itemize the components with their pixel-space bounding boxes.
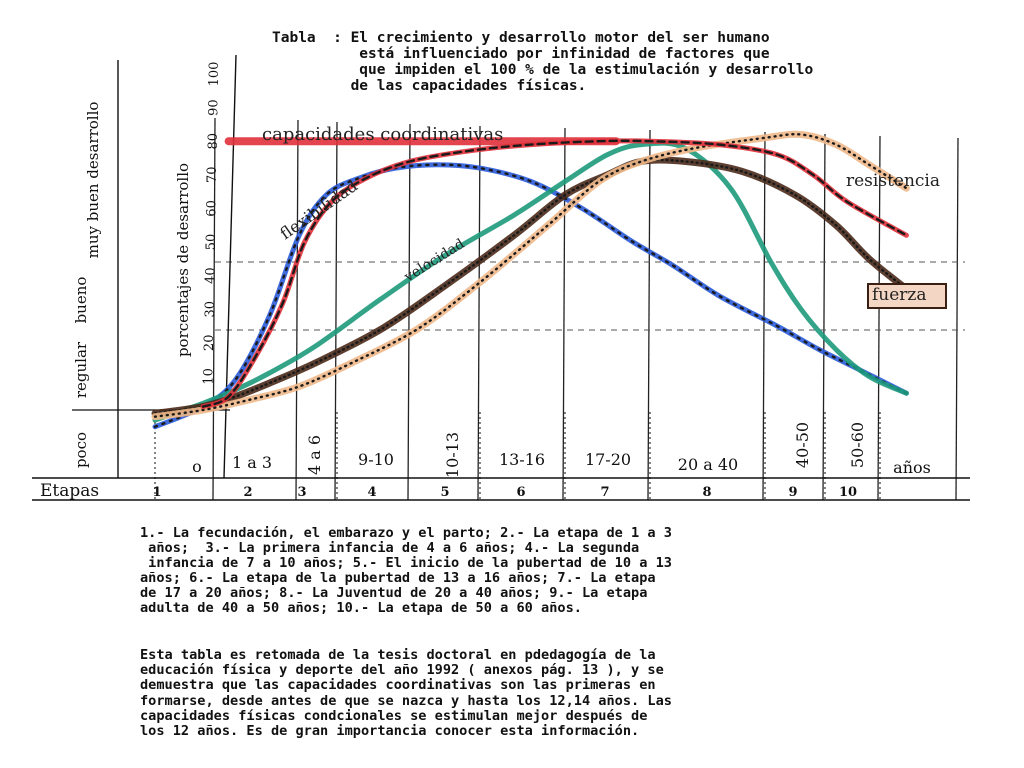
stages-legend-line: de 17 a 20 años; 8.- La Juventud de 20 a… bbox=[140, 585, 648, 601]
table-caption-line-1: El crecimiento y desarrollo motor del se… bbox=[350, 30, 770, 46]
chart-axes bbox=[32, 54, 970, 501]
qualitative-label: muy buen desarrollo bbox=[84, 102, 102, 259]
stage-number: 4 bbox=[367, 485, 376, 500]
age-label: 9-10 bbox=[358, 450, 394, 469]
series-overlay bbox=[153, 133, 908, 418]
chart-grid bbox=[154, 117, 965, 501]
stages-legend-line: años; 3.- La primera infancia de 4 a 6 a… bbox=[140, 540, 640, 556]
stage-number: 7 bbox=[600, 485, 609, 500]
series-overlay bbox=[153, 163, 908, 428]
age-label: 50-60 bbox=[848, 422, 867, 468]
age-label: 20 a 40 bbox=[678, 455, 738, 474]
table-caption-line-4: de las capacidades físicas. bbox=[350, 78, 587, 94]
age-label: 4 a 6 bbox=[305, 435, 324, 475]
stage-number: 6 bbox=[516, 485, 525, 500]
age-label: o bbox=[192, 457, 202, 476]
stage-gridline bbox=[822, 133, 826, 501]
stage-number: 8 bbox=[702, 485, 711, 500]
stage-gridline bbox=[762, 131, 766, 501]
qualitative-label: poco bbox=[72, 432, 90, 468]
stages-legend-line: 1.- La fecundación, el embarazo y el par… bbox=[140, 525, 672, 541]
source-note-line: educación física y deporte del año 1992 … bbox=[140, 662, 664, 679]
stage-gridline bbox=[562, 127, 566, 501]
stage-number: 5 bbox=[440, 485, 449, 500]
table-caption-line-3: que impiden el 100 % de la estimulación … bbox=[350, 62, 814, 78]
stage-gridline bbox=[955, 137, 959, 501]
series-label-box bbox=[867, 283, 947, 309]
y-tick-label: 50 bbox=[204, 234, 219, 251]
chart-labels: 10 20 30 40 50 60 70 80 90 100 porcentajes de desa… bbox=[40, 62, 947, 501]
source-note: Esta tabla es retomada de la tesis docto… bbox=[140, 647, 900, 740]
x-axis-title: años bbox=[893, 458, 931, 477]
source-note-line: demuestra que las capacidades coordinati… bbox=[140, 677, 656, 694]
stage-gridline bbox=[477, 125, 481, 501]
stage-number: 1 bbox=[152, 485, 161, 500]
stage-number: 2 bbox=[243, 485, 252, 500]
stages-title: Etapas bbox=[40, 481, 99, 501]
stage-gridline bbox=[647, 129, 651, 501]
stage-gridline bbox=[295, 119, 299, 501]
y-tick-label: 40 bbox=[203, 267, 218, 284]
stages-legend-line: adulta de 40 a 50 años; 10.- La etapa de… bbox=[140, 600, 582, 616]
stage-gridline bbox=[877, 135, 881, 501]
qualitative-label: bueno bbox=[72, 277, 90, 324]
stage-number: 3 bbox=[297, 485, 306, 500]
y-tick-label: 30 bbox=[203, 301, 218, 318]
table-caption-label: Tabla : bbox=[272, 30, 342, 46]
source-note-line: capacidades físicas condcionales se esti… bbox=[140, 707, 648, 724]
age-label: 17-20 bbox=[585, 450, 631, 469]
series-line bbox=[152, 140, 909, 423]
y-axis-title: porcentajes de desarrollo bbox=[174, 163, 192, 357]
age-label: 10-13 bbox=[443, 432, 462, 478]
y-tick-label: 70 bbox=[205, 167, 220, 184]
source-note-line: Esta tabla es retomada de la tesis docto… bbox=[140, 647, 656, 663]
age-label: 40-50 bbox=[793, 422, 812, 468]
stages-legend: 1.- La fecundación, el embarazo y el par… bbox=[140, 526, 900, 616]
y-tick-label: 90 bbox=[206, 99, 221, 116]
stage-gridline bbox=[212, 117, 216, 501]
stages-legend-line: años; 6.- La etapa de la pubertad de 13 … bbox=[140, 570, 656, 586]
source-note-line: formarse, desde antes de que se nazca y … bbox=[140, 692, 672, 709]
series-label: capacidades coordinativas bbox=[262, 124, 503, 145]
stages-legend-line: infancia de 7 a 10 años; 5.- El inicio d… bbox=[140, 555, 672, 571]
series-label: flexibilidad bbox=[276, 176, 361, 243]
series-label: fuerza bbox=[872, 285, 927, 305]
y-tick-label: 10 bbox=[202, 368, 217, 385]
series-overlay bbox=[153, 158, 908, 415]
chart-series bbox=[151, 130, 910, 430]
y-tick-label: 20 bbox=[202, 335, 217, 352]
table-caption-line-2: está influenciado por infinidad de facto… bbox=[350, 46, 770, 62]
y-tick-label: 60 bbox=[205, 200, 220, 217]
qualitative-label: regular bbox=[72, 341, 90, 398]
stage-number: 10 bbox=[839, 485, 857, 500]
y-tick-label: 80 bbox=[206, 133, 221, 150]
series-label: resistencia bbox=[846, 171, 940, 191]
age-label: 1 a 3 bbox=[232, 453, 272, 472]
y-axis bbox=[223, 54, 237, 479]
age-label: 13-16 bbox=[499, 450, 545, 469]
stage-number: 9 bbox=[788, 485, 797, 500]
source-note-line: los 12 años. Es de gran importancia cono… bbox=[140, 723, 640, 740]
series-overlay bbox=[201, 139, 908, 408]
table-caption: Tabla : El crecimiento y desarrollo moto… bbox=[272, 30, 972, 94]
y-tick-label: 100 bbox=[207, 62, 222, 87]
